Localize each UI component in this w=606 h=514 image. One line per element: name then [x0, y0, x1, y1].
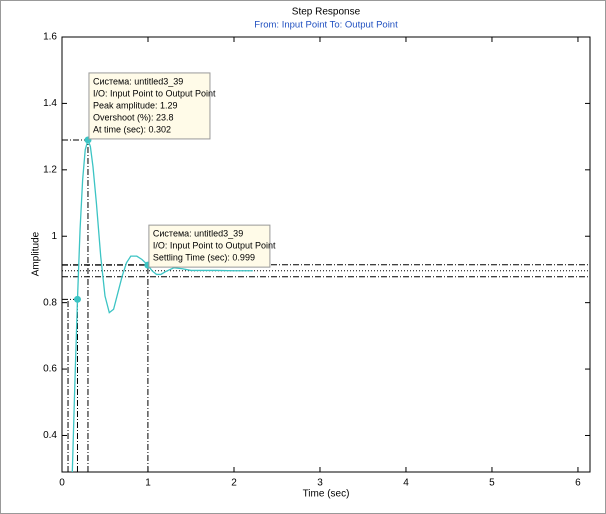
datatip-box	[88, 72, 211, 140]
x-tick-label: 2	[231, 478, 237, 489]
datatip-text: Система: untitled3_39	[153, 229, 243, 239]
y-tick-label: 0.4	[43, 430, 57, 441]
x-tick-label: 6	[575, 478, 581, 489]
y-tick-label: 0.8	[43, 297, 57, 308]
datatip-text: Settling Time (sec): 0.999	[153, 253, 255, 263]
y-tick-label: 1.6	[43, 32, 57, 43]
y-axis-label: Amplitude	[31, 231, 42, 276]
datatip-text: At time (sec): 0.302	[93, 124, 171, 134]
chart-subtitle: From: Input Point To: Output Point	[254, 20, 398, 31]
y-tick-label: 1.4	[43, 98, 57, 109]
x-axis-label: Time (sec)	[303, 489, 350, 500]
chart-title: Step Response	[292, 7, 361, 18]
datatip-text: Система: untitled3_39	[93, 76, 183, 86]
response-line	[71, 137, 253, 473]
y-tick-label: 0.6	[43, 364, 57, 375]
x-tick-label: 5	[489, 478, 495, 489]
rise-marker	[73, 295, 81, 303]
datatip-text: Overshoot (%): 23.8	[93, 112, 174, 122]
datatip-text: I/O: Input Point to Output Point	[153, 241, 276, 251]
x-tick-label: 4	[403, 478, 409, 489]
x-tick-label: 1	[145, 478, 151, 489]
datatip-box	[148, 224, 271, 268]
datatip-text: Peak amplitude: 1.29	[93, 100, 178, 110]
x-tick-label: 0	[59, 478, 65, 489]
y-tick-label: 1	[51, 231, 57, 242]
x-tick-label: 3	[317, 478, 323, 489]
y-tick-label: 1.2	[43, 164, 57, 175]
datatip-text: I/O: Input Point to Output Point	[93, 88, 216, 98]
